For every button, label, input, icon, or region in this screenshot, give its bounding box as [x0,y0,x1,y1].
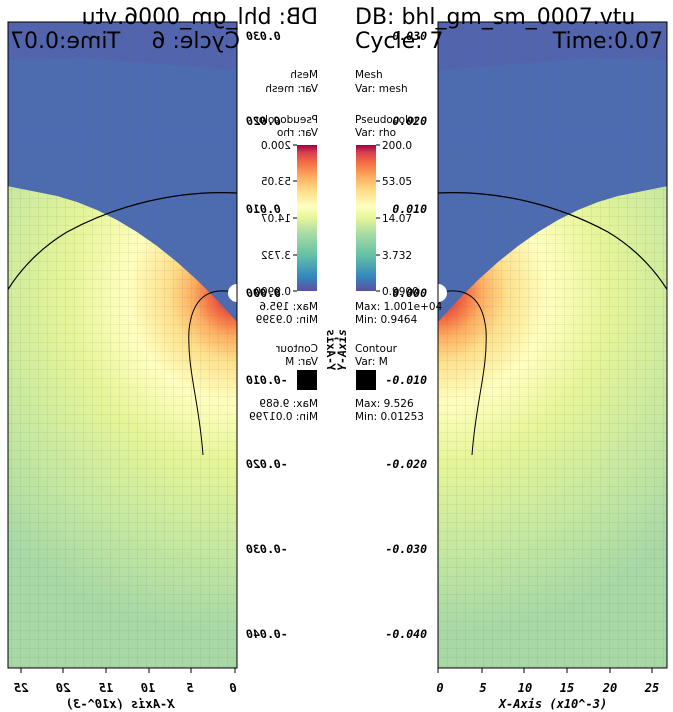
right-mesh-var: Var: mesh [355,83,408,95]
left-x-tick: 20 [56,681,71,695]
left-cbar-tick: 14.07 [261,213,291,225]
left-x-ticks: 0 5 10 15 20 25 [14,668,237,695]
right-pc-title: Pseudocolor [355,114,419,126]
left-y-tick: -0.010 [246,373,288,387]
right-y-tick: -0.030 [385,542,427,556]
right-x-tick: 5 [479,681,486,695]
left-cbar-tick: 3.732 [261,250,291,262]
right-cbar-tick: 0.9900 [382,286,419,298]
right-pc-var: Var: rho [355,127,396,139]
left-cbar-tick: 200.0 [261,140,291,152]
right-y-axis-label: Y-Axis [335,329,349,371]
right-x-tick: 25 [644,681,659,695]
right-x-tick: 0 [436,681,443,695]
right-db-title: DB: bhl_gm_sm_0007.vtu [355,5,635,30]
right-mesh-title: Mesh [355,69,383,81]
left-plot-field [8,22,237,668]
right-x-axis-label: X-Axis (x10^-3) [498,697,607,711]
left-mesh-var: Var: mesh [265,83,318,95]
left-y-tick: 0.020 [246,114,281,128]
right-x-tick: 10 [518,681,532,695]
right-y-tick: 0.010 [392,202,427,216]
right-cbar-tick: 14.07 [382,213,412,225]
right-x-tick: 15 [560,681,574,695]
right-pc-min: Min: 0.9464 [355,314,418,326]
right-y-tick: 0.030 [392,29,427,43]
left-time: Time:0.07 [10,29,121,54]
right-contour-swatch [356,370,376,390]
right-plot-field [438,22,667,668]
left-contour-var: Var: M [285,356,318,368]
left-y-axis-label: Y-Axis [324,329,338,371]
right-contour-var: Var: M [355,356,388,368]
left-x-tick: 25 [14,681,29,695]
right-colorbar [356,145,376,291]
right-colorbar-ticks: 200.0 53.05 14.07 3.732 0.9900 [376,140,419,298]
left-y-ticks: 0.030 0.020 0.010 0.000 -0.010 -0.020 -0… [246,29,288,641]
left-colorbar-ticks: 200.0 53.05 14.07 3.732 0.9900 [254,140,297,298]
left-pc-min: Min: 0.9399 [256,314,318,326]
left-plot-frame [7,21,238,669]
right-y-tick: -0.020 [385,457,427,471]
left-contour-swatch [297,370,317,390]
right-cbar-tick: 3.732 [382,250,412,262]
left-y-tick: -0.020 [246,457,288,471]
left-pc-var: Var: rho [277,127,318,139]
left-mirrored-annotations: DB: bhl_gm_0006.vtu Cycle: 6 Time:0.07 M… [10,5,338,711]
right-time: Time:0.07 [552,29,663,54]
right-cycle: Cycle: 7 [355,29,444,54]
right-contour-title: Contour [355,343,398,355]
left-cbar-tick: 0.9900 [254,286,291,298]
left-pc-max: Max: 195.6 [259,301,318,313]
right-cbar-tick: 200.0 [382,140,412,152]
left-contour-title: Contour [275,343,318,355]
right-y-ticks: 0.030 0.020 0.010 0.000 -0.010 -0.020 -0… [385,29,427,641]
left-y-tick: 0.030 [246,29,281,43]
left-x-axis-label: X-Axis (x10^-3) [66,697,175,711]
left-contour-max: Max: 9.689 [259,398,318,410]
right-x-ticks: 0 5 10 15 20 25 [436,668,659,695]
left-x-tick: 15 [99,681,113,695]
right-x-tick: 20 [602,681,617,695]
right-contour-max: Max: 9.526 [355,398,414,410]
right-plot-frame [437,21,668,669]
left-x-tick: 5 [186,681,193,695]
right-contour-min: Min: 0.01253 [355,411,424,423]
left-mesh-title: Mesh [290,69,318,81]
left-y-tick: -0.030 [246,542,288,556]
left-pc-title: Pseudocolor [254,114,318,126]
left-y-tick: -0.040 [246,627,288,641]
left-x-tick: 10 [141,681,155,695]
left-y-tick: 0.000 [246,286,281,300]
right-y-tick: -0.040 [385,627,427,641]
right-pc-max: Max: 1.001e+04 [355,301,443,313]
left-contour-min: Min: 0.01799 [249,411,318,423]
left-x-tick: 0 [229,681,236,695]
left-db-title: DB: bhl_gm_0006.vtu [82,5,318,30]
right-y-tick: 0.020 [392,114,427,128]
right-cbar-tick: 53.05 [382,176,412,188]
right-y-tick: -0.010 [385,373,427,387]
left-cbar-tick: 53.05 [261,176,291,188]
left-colorbar [297,145,317,291]
left-cycle: Cycle: 6 [151,29,240,54]
left-y-tick: 0.010 [246,202,281,216]
right-y-tick: 0.000 [392,286,427,300]
